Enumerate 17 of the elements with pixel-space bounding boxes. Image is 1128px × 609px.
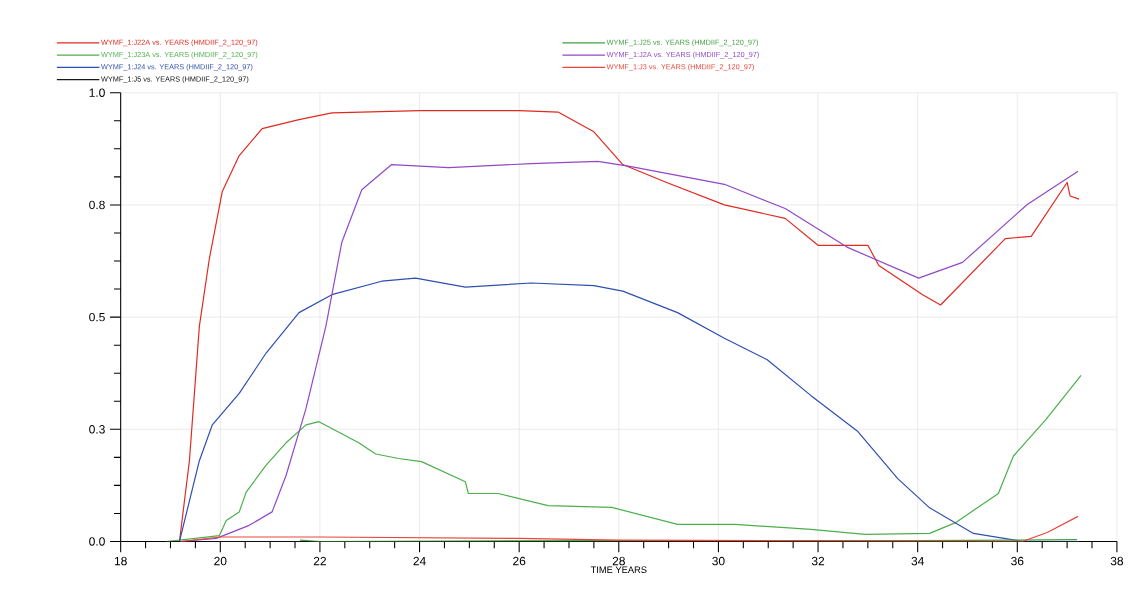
y-tick-label: 0.8 — [89, 200, 105, 210]
y-tick-label: 0.3 — [89, 424, 105, 434]
x-tick-label: 20 — [214, 556, 227, 566]
x-tick-label: 28 — [612, 556, 625, 566]
x-tick-label: 32 — [811, 556, 825, 566]
x-tick-label: 26 — [513, 556, 526, 566]
x-tick-label: 38 — [1110, 556, 1124, 566]
y-tick-label: 1.0 — [89, 88, 105, 97]
x-tick-label: 24 — [413, 556, 426, 566]
x-tick-label: 18 — [114, 556, 127, 566]
y-tick-label: 0.0 — [89, 537, 105, 546]
x-axis-title: TIME YEARS — [590, 566, 647, 573]
x-tick-label: 30 — [712, 556, 725, 566]
y-tick-label: 0.5 — [89, 312, 105, 322]
x-tick-label: 22 — [313, 556, 326, 566]
x-tick-label: 34 — [911, 556, 924, 566]
x-tick-label: 36 — [1011, 556, 1024, 566]
